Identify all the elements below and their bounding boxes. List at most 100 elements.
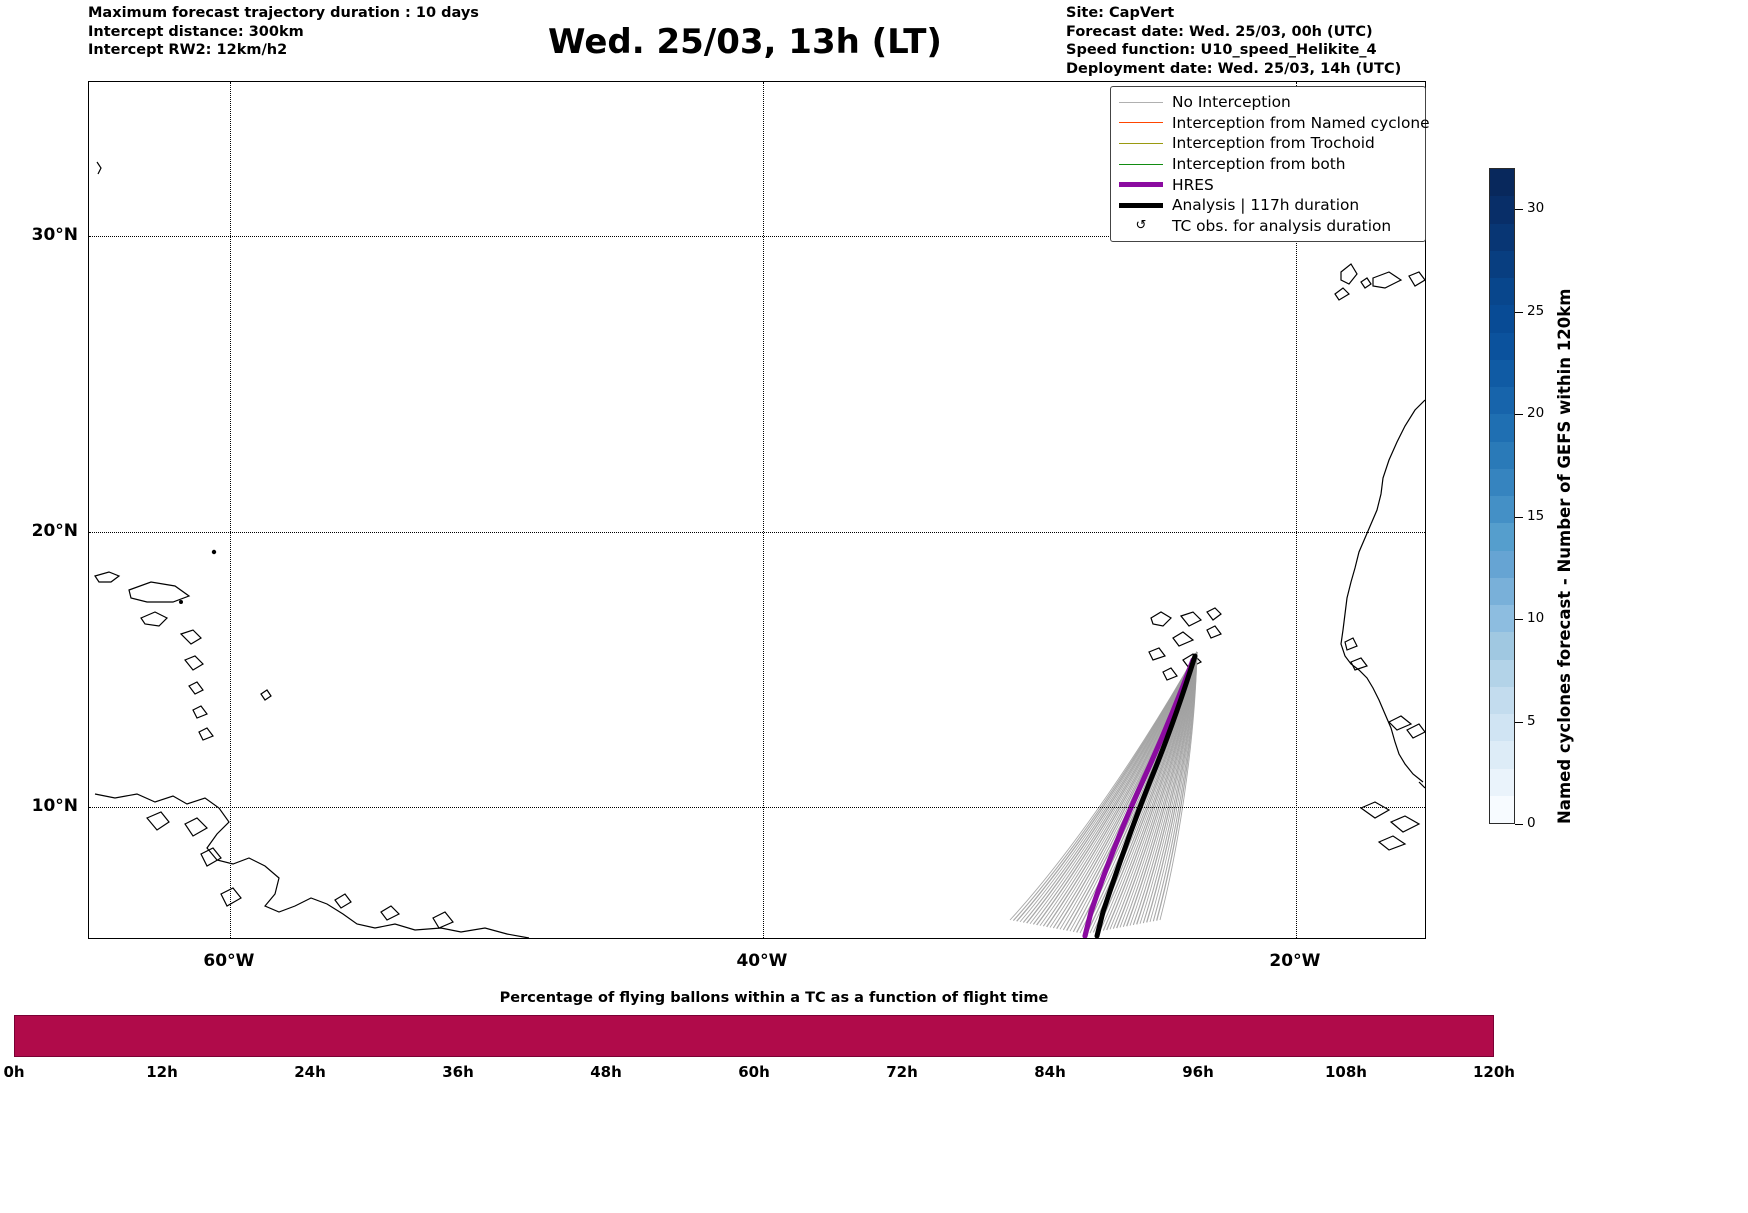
colorbar-axis-label: Named cyclones forecast - Number of GEFS…: [1529, 168, 1574, 824]
header-left-line-2: Intercept distance: 300km: [88, 23, 304, 40]
colorbar-cell-22: [1490, 196, 1514, 224]
time-tick-label-2: 24h: [294, 1063, 326, 1081]
gridline-horizontal-1: [89, 532, 1425, 534]
colorbar-tick-1: [1515, 721, 1523, 723]
legend-item-no-interception[interactable]: No Interception: [1119, 92, 1417, 113]
colorbar-tick-4: [1515, 414, 1523, 415]
colorbar-tick-label-4: 20: [1527, 405, 1545, 421]
colorbar-tick-6: [1515, 209, 1523, 210]
legend-label-no-interception: No Interception: [1172, 93, 1291, 112]
coastlines: [94, 161, 1425, 938]
colorbar-cell-13: [1490, 441, 1514, 469]
legend-label-analysis: Analysis | 117h duration: [1172, 196, 1360, 215]
legend-label-tc-observation: TC obs. for analysis duration: [1172, 216, 1392, 235]
colorbar-tick-5: [1515, 311, 1523, 313]
legend-item-tc-observation[interactable]: ↺ TC obs. for analysis duration: [1119, 216, 1417, 237]
time-tick-label-10: 120h: [1473, 1063, 1515, 1081]
ensemble-trajectory-44: [1156, 651, 1198, 921]
colorbar-cell-6: [1490, 632, 1514, 660]
legend-item-analysis[interactable]: Analysis | 117h duration: [1119, 195, 1417, 216]
flight-time-bar[interactable]: [14, 1015, 1494, 1057]
colorbar-cell-0: [1490, 795, 1514, 823]
legend-label-interception-both: Interception from both: [1172, 155, 1346, 174]
legend-item-hres[interactable]: HRES: [1119, 174, 1417, 195]
header-right-block: Site: CapVert Forecast date: Wed. 25/03,…: [1066, 4, 1486, 78]
colorbar-cell-19: [1490, 278, 1514, 306]
time-tick-label-1: 12h: [146, 1063, 178, 1081]
y-tick-label-2: 10°N: [31, 796, 78, 816]
map-geography-and-trajectories: [94, 161, 1425, 938]
header-left-block: Maximum forecast trajectory duration : 1…: [88, 4, 608, 60]
colorbar-cell-20: [1490, 250, 1514, 278]
ensemble-trajectories: [1009, 651, 1198, 934]
legend-label-interception-named-cyclone: Interception from Named cyclone: [1172, 113, 1430, 132]
time-tick-label-4: 48h: [590, 1063, 622, 1081]
colorbar-cell-21: [1490, 223, 1514, 251]
legend-swatch-interception-trochoid: [1119, 142, 1163, 144]
ensemble-trajectory-35: [1126, 651, 1198, 927]
colorbar-cell-9: [1490, 550, 1514, 578]
tc-observation-marker-icon: ↺: [1135, 217, 1147, 233]
flight-time-bar-fill: [15, 1016, 1493, 1056]
colorbar-tick-label-3: 15: [1527, 507, 1545, 524]
legend-swatch-no-interception: [1119, 101, 1163, 103]
ensemble-trajectory-29: [1106, 651, 1198, 931]
legend-label-interception-trochoid: Interception from Trochoid: [1172, 134, 1375, 153]
ensemble-trajectory-32: [1116, 651, 1198, 929]
legend-item-interception-trochoid[interactable]: Interception from Trochoid: [1119, 133, 1417, 154]
colorbar-tick-3: [1515, 516, 1523, 518]
colorbar-tick-label-5: 25: [1527, 302, 1545, 319]
legend-swatch-hres: [1119, 182, 1163, 188]
time-tick-label-7: 84h: [1034, 1063, 1066, 1081]
colorbar-cell-23: [1490, 169, 1514, 197]
page-title: Wed. 25/03, 13h (LT): [548, 22, 942, 62]
colorbar-label-text: Named cyclones forecast - Number of GEFS…: [1555, 288, 1574, 824]
time-tick-label-0: 0h: [3, 1063, 25, 1081]
ensemble-trajectory-26: [1096, 651, 1198, 933]
colorbar: [1489, 168, 1515, 824]
colorbar-tick-label-2: 10: [1527, 610, 1545, 626]
colorbar-cell-4: [1490, 686, 1514, 714]
x-tick-label-0: 60°W: [203, 951, 255, 971]
legend-swatch-interception-both: [1119, 163, 1163, 165]
time-tick-label-9: 108h: [1325, 1063, 1367, 1081]
map-legend: No Interception Interception from Named c…: [1110, 86, 1430, 242]
colorbar-cell-8: [1490, 577, 1514, 605]
gridline-horizontal-0: [89, 236, 1425, 237]
y-tick-label-1: 20°N: [31, 521, 78, 542]
colorbar-cell-10: [1490, 523, 1514, 551]
colorbar-cell-3: [1490, 714, 1514, 742]
legend-item-interception-named-cyclone[interactable]: Interception from Named cyclone: [1119, 113, 1430, 134]
time-tick-label-6: 72h: [886, 1063, 918, 1081]
x-tick-label-1: 40°W: [736, 951, 788, 971]
legend-item-interception-both[interactable]: Interception from both: [1119, 154, 1417, 175]
gridline-vertical-2: [1295, 82, 1297, 938]
legend-label-hres: HRES: [1172, 175, 1214, 194]
bottom-bar-title: Percentage of flying ballons within a TC…: [499, 990, 1049, 1006]
colorbar-cell-11: [1490, 496, 1514, 524]
header-left-line-1: Maximum forecast trajectory duration : 1…: [88, 5, 479, 21]
ensemble-trajectory-38: [1136, 651, 1198, 925]
colorbar-tick-0: [1515, 824, 1523, 825]
legend-swatch-interception-named-cyclone: [1119, 122, 1163, 124]
ensemble-trajectory-41: [1146, 651, 1198, 923]
colorbar-cell-18: [1490, 305, 1514, 333]
legend-swatch-analysis: [1119, 202, 1163, 208]
speed-function-label: Speed function: U10_speed_Helikite_4: [1066, 42, 1377, 58]
y-tick-label-0: 30°N: [31, 225, 78, 245]
x-tick-label-2: 20°W: [1269, 951, 1321, 971]
time-tick-label-8: 96h: [1182, 1063, 1214, 1081]
gridline-horizontal-2: [89, 807, 1425, 808]
colorbar-cell-5: [1490, 659, 1514, 687]
colorbar-tick-label-1: 5: [1527, 712, 1536, 729]
ensemble-trajectory-45: [1159, 651, 1198, 921]
gridline-vertical-1: [762, 82, 764, 938]
time-tick-label-3: 36h: [442, 1063, 474, 1081]
forecast-date-label: Forecast date: Wed. 25/03, 00h (UTC): [1066, 23, 1373, 40]
analysis-trajectory: [1094, 653, 1198, 938]
colorbar-cell-1: [1490, 768, 1514, 796]
colorbar-cell-17: [1490, 332, 1514, 360]
colorbar-tick-label-6: 30: [1527, 200, 1545, 216]
colorbar-cell-16: [1490, 359, 1514, 387]
gridline-vertical-0: [229, 82, 231, 938]
